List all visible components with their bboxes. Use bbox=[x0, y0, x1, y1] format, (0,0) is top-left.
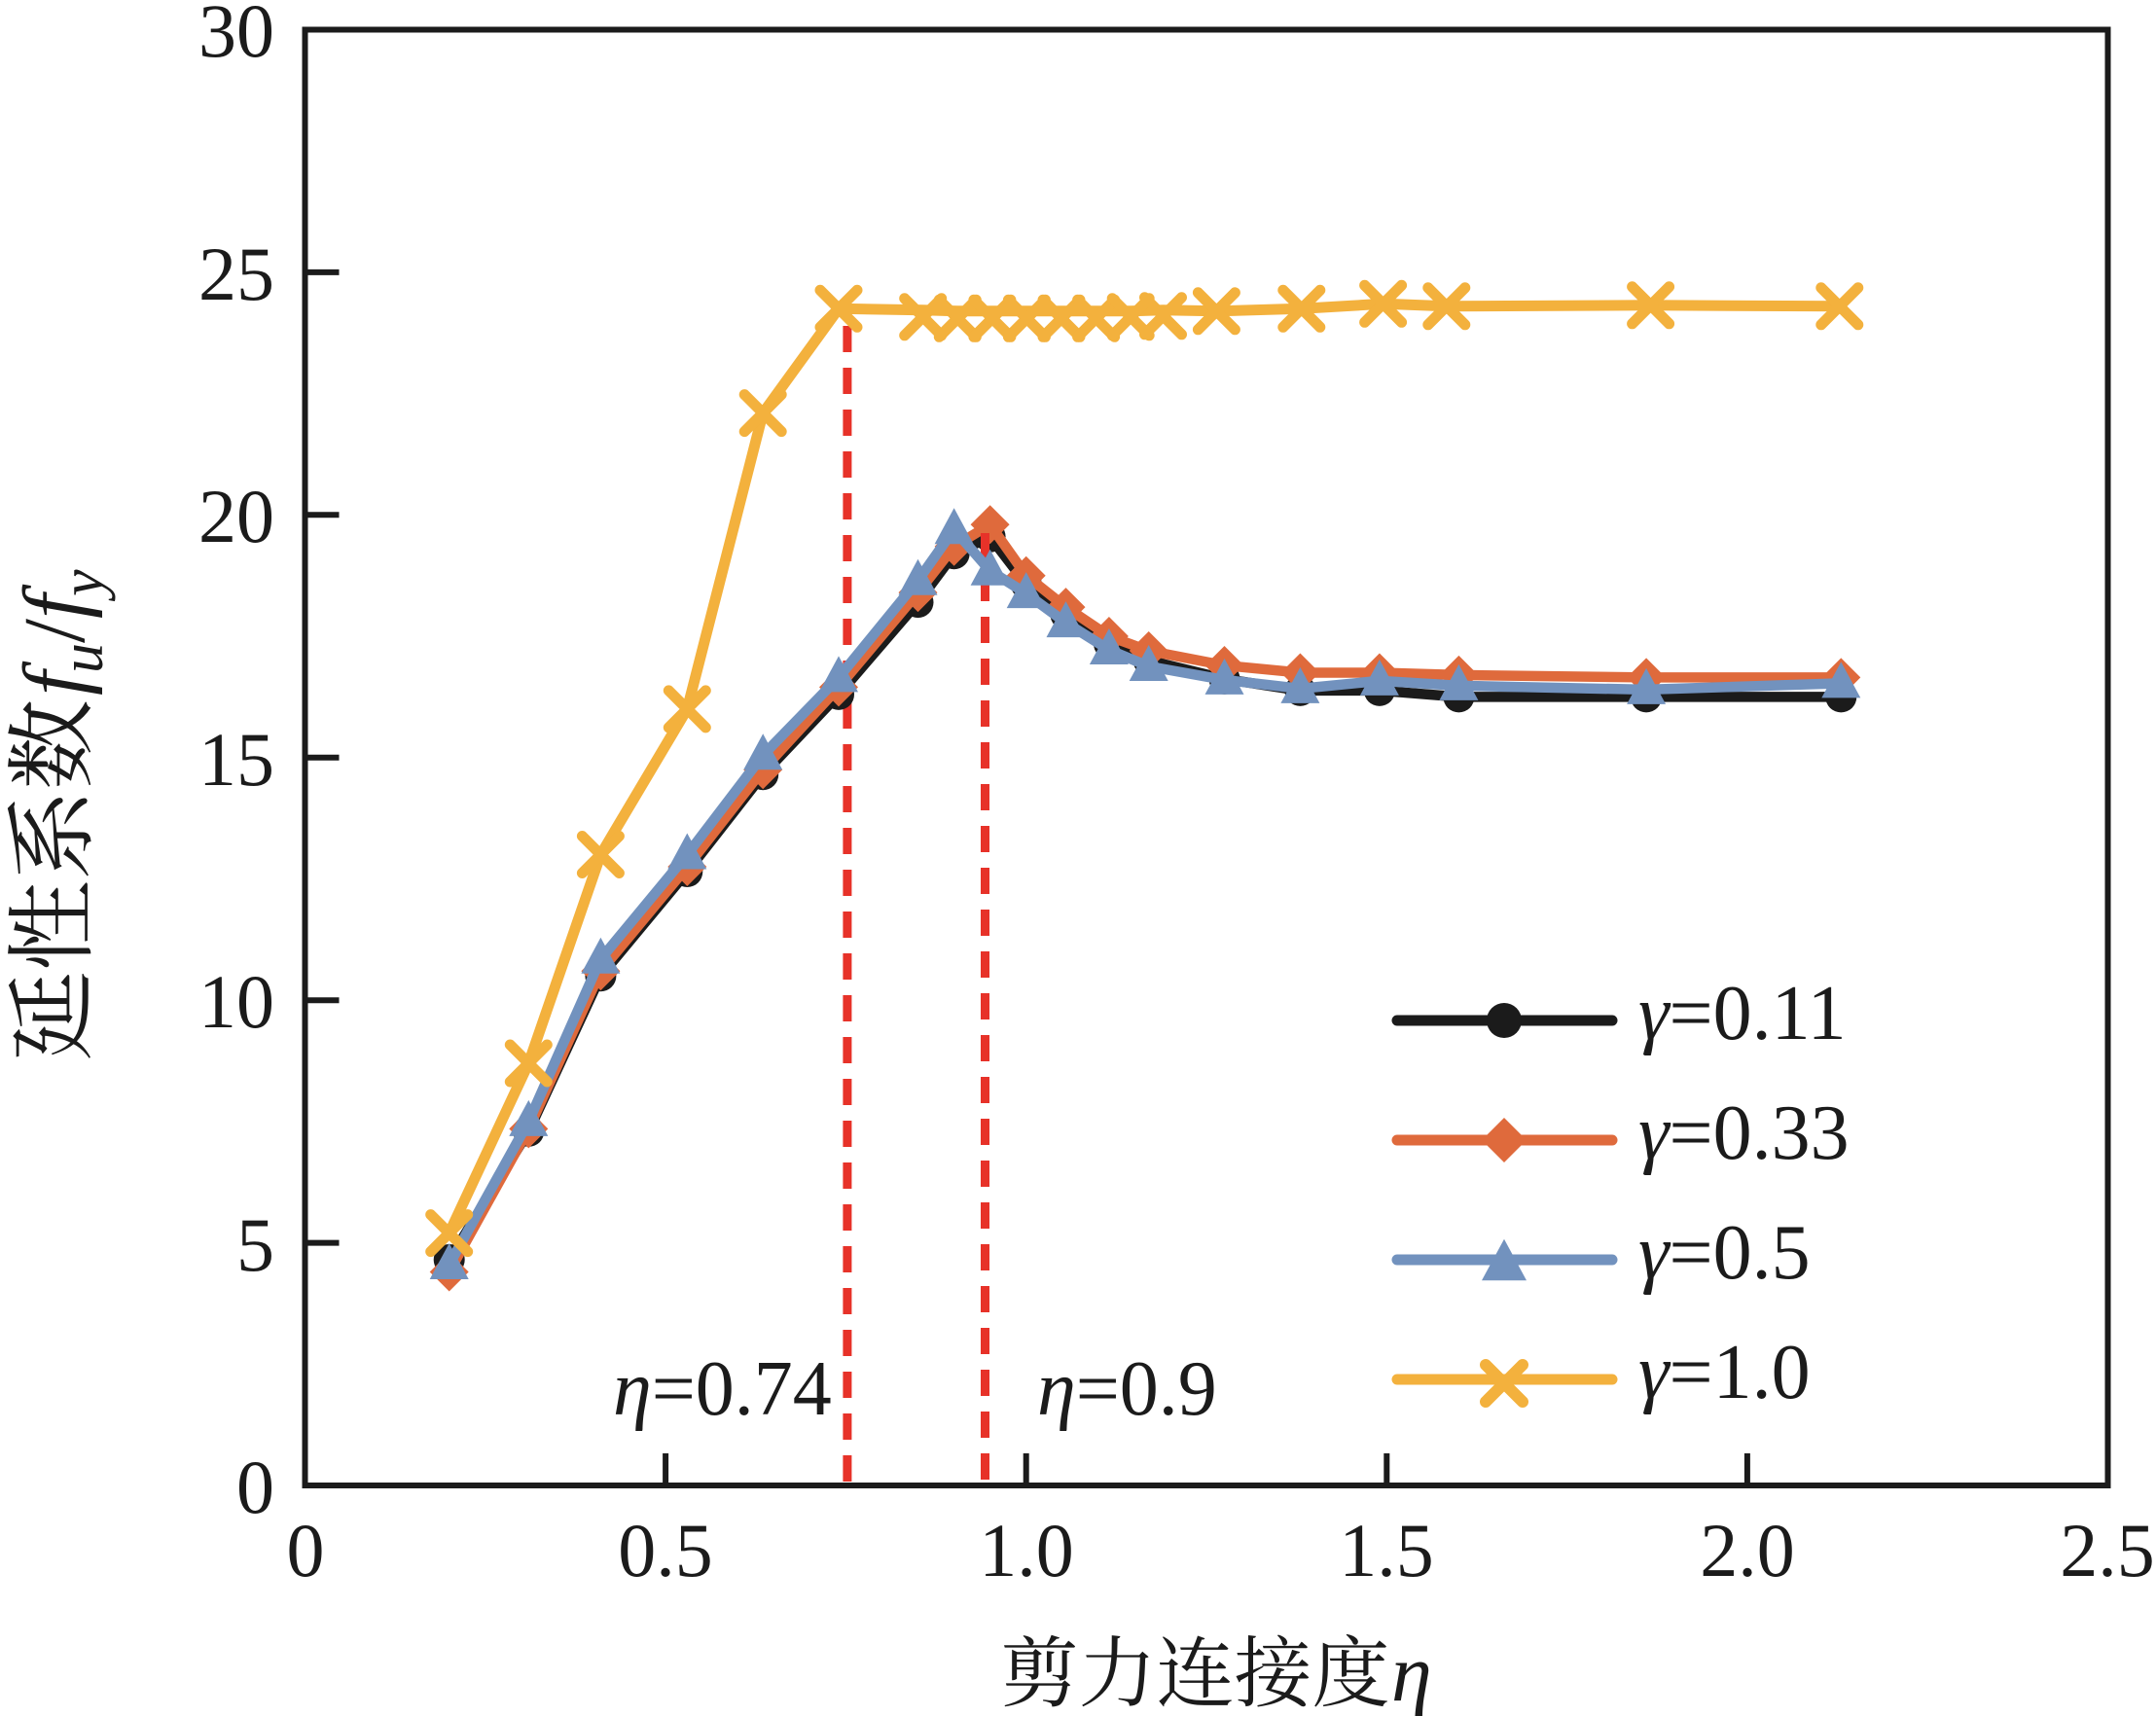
svg-text:0: 0 bbox=[287, 1508, 325, 1592]
svg-text:fu/fy: fu/fy bbox=[7, 569, 116, 696]
svg-text:γ=0.33: γ=0.33 bbox=[1638, 1090, 1850, 1176]
svg-text:0: 0 bbox=[236, 1445, 274, 1529]
svg-text:η=0.74: η=0.74 bbox=[613, 1346, 832, 1432]
svg-text:η=0.9: η=0.9 bbox=[1037, 1346, 1217, 1432]
svg-text:2.0: 2.0 bbox=[1700, 1508, 1795, 1592]
svg-text:1.0: 1.0 bbox=[979, 1508, 1074, 1592]
svg-text:0.5: 0.5 bbox=[618, 1508, 713, 1592]
svg-text:γ=1.0: γ=1.0 bbox=[1638, 1330, 1811, 1415]
svg-text:10: 10 bbox=[198, 959, 274, 1044]
svg-text:20: 20 bbox=[198, 474, 274, 558]
svg-text:30: 30 bbox=[198, 0, 274, 73]
svg-text:2.5: 2.5 bbox=[2060, 1508, 2155, 1592]
svg-text:γ=0.5: γ=0.5 bbox=[1638, 1210, 1811, 1296]
svg-text:15: 15 bbox=[198, 717, 274, 802]
svg-text:25: 25 bbox=[198, 232, 274, 316]
svg-text:5: 5 bbox=[236, 1202, 274, 1287]
svg-text:1.5: 1.5 bbox=[1339, 1508, 1434, 1592]
svg-text:η: η bbox=[1391, 1628, 1432, 1716]
svg-text:γ=0.11: γ=0.11 bbox=[1638, 971, 1847, 1056]
